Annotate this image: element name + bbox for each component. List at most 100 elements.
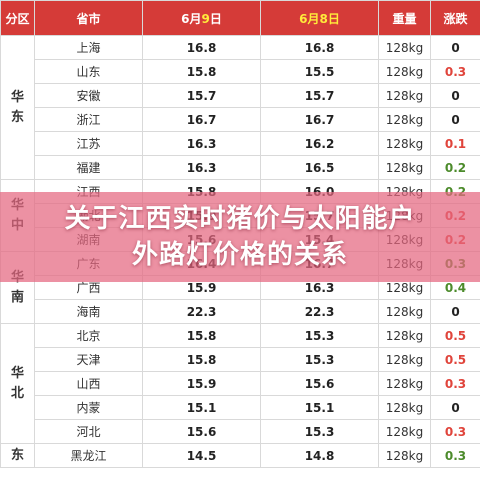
price-date-2-cell: 15.3	[260, 419, 379, 444]
table-body: 华东上海 16.8 16.8 128kg 0 山东 15.8 15.5 128kg 0.3 安徽 15…	[0, 35, 480, 468]
region-cell: 华北	[0, 323, 35, 444]
price-date-2-cell: 22.3	[260, 299, 379, 324]
weight-cell: 128kg	[378, 155, 431, 180]
weight-cell: 128kg	[378, 131, 431, 156]
price-date-1-cell: 16.3	[142, 155, 261, 180]
price-date-2-cell: 16.8	[260, 35, 379, 60]
province-cell: 上海	[34, 35, 143, 60]
region-label-char: 东	[10, 109, 24, 125]
price-date-2-cell: 15.7	[260, 83, 379, 108]
region-label-char: 华	[10, 89, 24, 105]
change-cell: 0.3	[430, 443, 480, 468]
province-cell: 山西	[34, 371, 143, 396]
table-header: 分区 省市 6月9日 6月8日 重量 涨跌	[0, 0, 480, 36]
weight-cell: 128kg	[378, 323, 431, 348]
weight-cell: 128kg	[378, 371, 431, 396]
table-row: 华东上海 16.8 16.8 128kg 0	[0, 35, 480, 180]
header-region: 分区	[0, 0, 35, 36]
province-cell: 福建	[34, 155, 143, 180]
weight-cell: 128kg	[378, 83, 431, 108]
header-date-1-day: 9	[201, 11, 210, 26]
header-change: 涨跌	[430, 0, 480, 36]
price-date-1-cell: 15.9	[142, 371, 261, 396]
price-date-1-cell: 15.8	[142, 59, 261, 84]
price-date-1-cell: 15.6	[142, 419, 261, 444]
table-row: 海南 22.3 22.3 128kg 0	[1, 299, 480, 324]
region-label-char: 东	[10, 447, 24, 463]
pig-price-table: 分区 省市 6月9日 6月8日 重量 涨跌 华东上海 16.8 16.8 128kg 0…	[0, 0, 480, 468]
weight-cell: 128kg	[378, 419, 431, 444]
weight-cell: 128kg	[378, 59, 431, 84]
region-label-char: 北	[10, 385, 24, 401]
price-date-2-cell: 16.2	[260, 131, 379, 156]
price-date-1-cell: 16.3	[142, 131, 261, 156]
price-date-1-cell: 16.7	[142, 107, 261, 132]
province-cell: 海南	[34, 299, 143, 324]
weight-cell: 128kg	[378, 395, 431, 420]
province-cell: 内蒙	[34, 395, 143, 420]
weight-cell: 128kg	[378, 35, 431, 60]
change-cell: 0.5	[430, 347, 480, 372]
province-cell: 北京	[34, 323, 143, 348]
table-row: 河北 15.6 15.3 128kg 0.3	[1, 419, 480, 444]
province-cell: 黑龙江	[34, 443, 143, 468]
price-date-2-cell: 15.3	[260, 323, 379, 348]
table-row: 天津 15.8 15.3 128kg 0.5	[1, 347, 480, 372]
price-date-1-cell: 15.8	[142, 323, 261, 348]
table-row: 华北北京 15.8 15.3 128kg 0.5	[0, 323, 480, 444]
header-date-1-month: 6月	[181, 11, 202, 26]
price-date-1-cell: 22.3	[142, 299, 261, 324]
header-weight: 重量	[378, 0, 431, 36]
weight-cell: 128kg	[378, 443, 431, 468]
table-row: 江苏 16.3 16.2 128kg 0.1	[1, 131, 480, 156]
price-date-2-cell: 16.5	[260, 155, 379, 180]
price-date-2-cell: 15.5	[260, 59, 379, 84]
table-row: 山西 15.9 15.6 128kg 0.3	[1, 371, 480, 396]
change-cell: 0	[430, 395, 480, 420]
weight-cell: 128kg	[378, 299, 431, 324]
weight-cell: 128kg	[378, 347, 431, 372]
price-date-2-cell: 15.6	[260, 371, 379, 396]
price-date-1-cell: 15.7	[142, 83, 261, 108]
province-cell: 浙江	[34, 107, 143, 132]
table-row: 内蒙 15.1 15.1 128kg 0	[1, 395, 480, 420]
header-date-2: 6月8日	[260, 0, 379, 36]
change-cell: 0.3	[430, 371, 480, 396]
price-date-1-cell: 15.1	[142, 395, 261, 420]
change-cell: 0	[430, 107, 480, 132]
region-cell: 华东	[0, 35, 35, 180]
change-cell: 0.1	[430, 131, 480, 156]
banner-title-line-2: 外路灯价格的关系	[131, 240, 348, 270]
header-date-1: 6月9日	[142, 0, 261, 36]
province-cell: 河北	[34, 419, 143, 444]
change-cell: 0	[430, 299, 480, 324]
header-date-1-suffix: 日	[209, 11, 222, 26]
table-row: 东黑龙江 14.5 14.8 128kg 0.3	[0, 443, 480, 468]
province-cell: 安徽	[34, 83, 143, 108]
change-cell: 0.3	[430, 59, 480, 84]
table-row: 浙江 16.7 16.7 128kg 0	[1, 107, 480, 132]
province-cell: 山东	[34, 59, 143, 84]
region-cell: 东	[0, 443, 35, 468]
header-province: 省市	[34, 0, 143, 36]
change-cell: 0.2	[430, 155, 480, 180]
header-row: 分区 省市 6月9日 6月8日 重量 涨跌	[0, 0, 480, 36]
table-row: 山东 15.8 15.5 128kg 0.3	[1, 59, 480, 84]
change-cell: 0.5	[430, 323, 480, 348]
price-date-2-cell: 14.8	[260, 443, 379, 468]
price-date-1-cell: 16.8	[142, 35, 261, 60]
header-date-2-label: 6月8日	[299, 11, 340, 26]
province-cell: 天津	[34, 347, 143, 372]
price-date-2-cell: 15.3	[260, 347, 379, 372]
banner-title-line-1: 关于江西实时猪价与太阳能户	[64, 204, 416, 234]
change-cell: 0.3	[430, 419, 480, 444]
change-cell: 0	[430, 83, 480, 108]
table-row: 安徽 15.7 15.7 128kg 0	[1, 83, 480, 108]
weight-cell: 128kg	[378, 107, 431, 132]
province-cell: 江苏	[34, 131, 143, 156]
region-label-char: 南	[10, 289, 24, 305]
title-banner: 关于江西实时猪价与太阳能户 外路灯价格的关系	[0, 192, 480, 282]
table-row: 福建 16.3 16.5 128kg 0.2	[1, 155, 480, 180]
region-label-char: 华	[10, 365, 24, 381]
change-cell: 0	[430, 35, 480, 60]
